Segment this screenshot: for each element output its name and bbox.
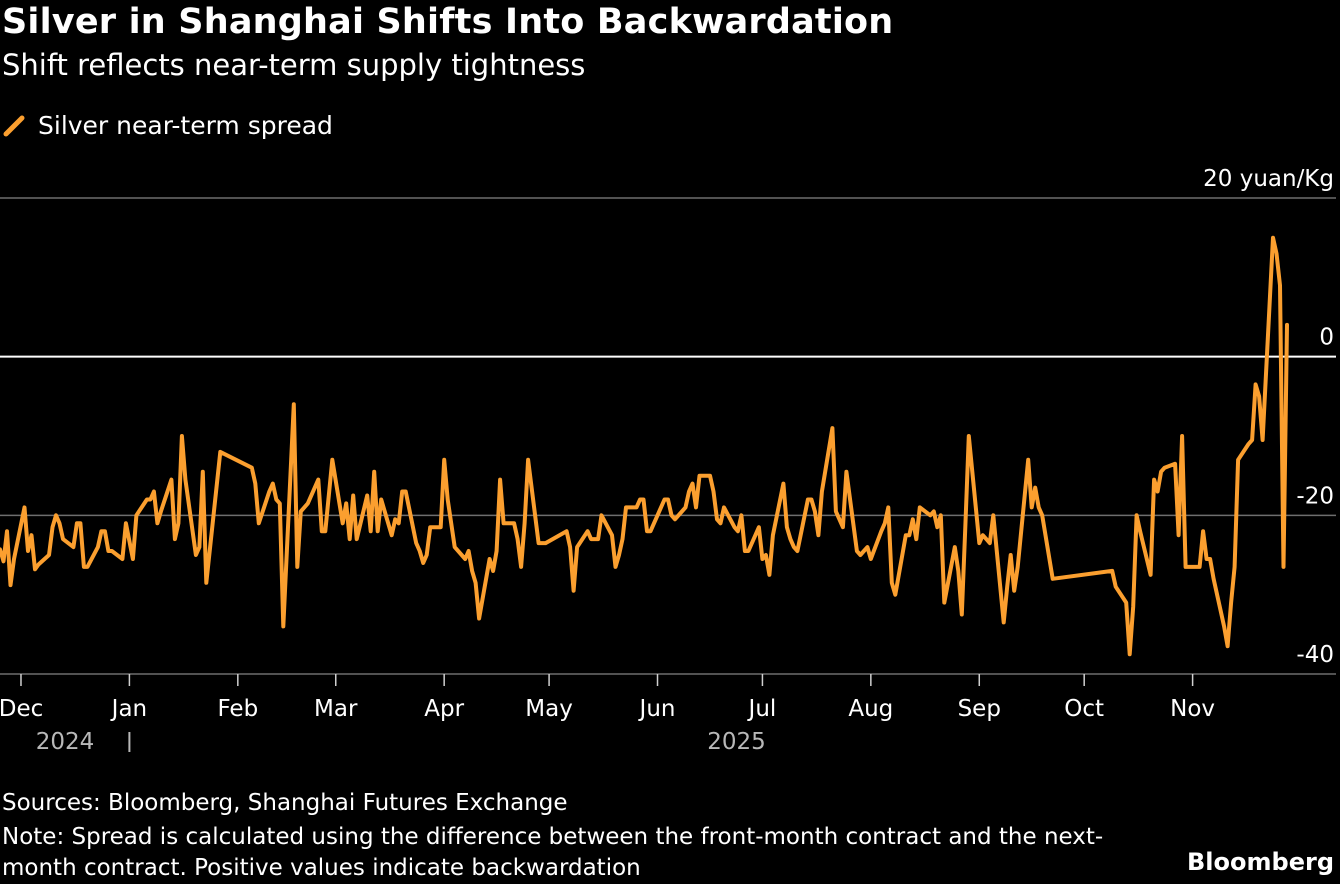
x-tick-label: Mar [314, 696, 358, 722]
x-tick-label: Feb [217, 696, 258, 722]
legend-swatch-icon [3, 115, 25, 137]
legend: Silver near-term spread [2, 110, 333, 140]
y-tick-label: 20 yuan/Kg [1203, 166, 1334, 192]
year-label: 2025 [707, 729, 766, 755]
x-tick-label: Jun [638, 696, 676, 722]
year-label: 2024 [36, 729, 95, 755]
sources-text: Sources: Bloomberg, Shanghai Futures Exc… [2, 790, 568, 816]
x-tick-label: Oct [1064, 696, 1104, 722]
note-text: Note: Spread is calculated using the dif… [2, 824, 1104, 881]
x-tick-label: Dec [0, 696, 43, 722]
chart-title: Silver in Shanghai Shifts Into Backwarda… [2, 2, 894, 42]
chart-subtitle: Shift reflects near-term supply tightnes… [2, 48, 586, 82]
x-tick-label: May [525, 696, 573, 722]
y-tick-label: -20 [1296, 483, 1334, 509]
x-tick-label: Aug [848, 696, 893, 722]
x-tick-label: Jan [110, 696, 147, 722]
series-line-silver-near-term-spread [0, 235, 1289, 657]
y-tick-label: -40 [1296, 642, 1334, 668]
legend-label: Silver near-term spread [38, 110, 333, 140]
x-tick-label: Nov [1170, 696, 1215, 722]
x-tick-label: Sep [958, 696, 1001, 722]
bloomberg-logo: Bloomberg [1187, 848, 1334, 876]
x-tick-label: Apr [424, 696, 464, 722]
x-tick-label: Jul [747, 696, 777, 722]
y-tick-label: 0 [1319, 325, 1334, 351]
